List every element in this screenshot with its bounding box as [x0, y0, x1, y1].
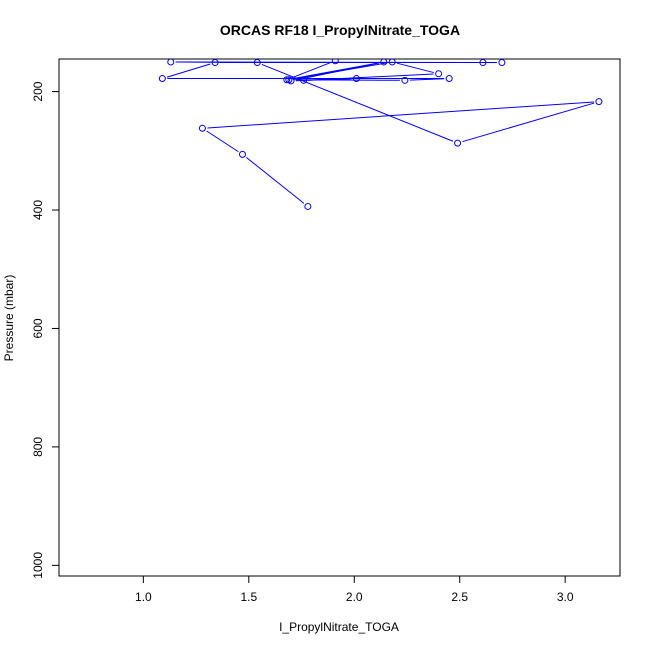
data-point	[479, 59, 487, 67]
x-tick-label: 1.0	[135, 590, 152, 604]
data-point	[238, 150, 246, 158]
series-line-segment	[166, 63, 211, 78]
data-point	[253, 59, 261, 67]
data-point	[445, 75, 453, 83]
y-axis: 200 400 600 800 1000	[31, 81, 59, 579]
data-point	[287, 77, 295, 85]
data-point	[352, 75, 360, 83]
data-point	[435, 70, 443, 78]
y-axis-label: Pressure (mbar)	[2, 275, 16, 362]
data-point	[167, 59, 175, 66]
series-line-segment	[246, 157, 305, 204]
y-tick-label: 200	[31, 81, 45, 101]
data-point	[198, 124, 206, 132]
plot-area	[158, 59, 603, 210]
series-line-segment	[295, 78, 352, 82]
data-point	[211, 59, 219, 67]
data-point	[498, 59, 506, 67]
data-point	[158, 75, 166, 83]
x-tick-label: 2.5	[451, 590, 468, 604]
y-tick-label: 400	[31, 200, 45, 220]
y-tick-label: 800	[31, 437, 45, 457]
data-point	[595, 98, 603, 106]
x-axis: 1.0 1.5 2.0 2.5 3.0	[135, 576, 574, 604]
series-line-segment	[291, 62, 331, 79]
data-point	[401, 76, 409, 84]
data-point	[454, 139, 462, 147]
series-line-segment	[207, 101, 594, 129]
data-point	[300, 76, 308, 84]
data-point	[388, 59, 396, 66]
x-tick-label: 3.0	[557, 590, 574, 604]
data-point	[304, 202, 312, 210]
y-tick-label: 1000	[31, 552, 45, 579]
series-line-segment	[291, 62, 379, 80]
x-tick-label: 1.5	[240, 590, 257, 604]
data-point	[380, 59, 388, 66]
series-line-segment	[396, 62, 434, 74]
plot-frame	[58, 58, 621, 577]
chart-title: ORCAS RF18 I_PropylNitrate_TOGA	[220, 22, 460, 38]
series-line-segment	[206, 130, 239, 153]
x-axis-label: I_PropylNitrate_TOGA	[279, 620, 399, 634]
data-point	[331, 59, 339, 65]
data-point	[283, 76, 291, 84]
x-tick-label: 2.0	[346, 590, 363, 604]
y-tick-label: 600	[31, 318, 45, 338]
series-line-segment	[462, 102, 595, 143]
series-line-segment	[409, 78, 445, 81]
